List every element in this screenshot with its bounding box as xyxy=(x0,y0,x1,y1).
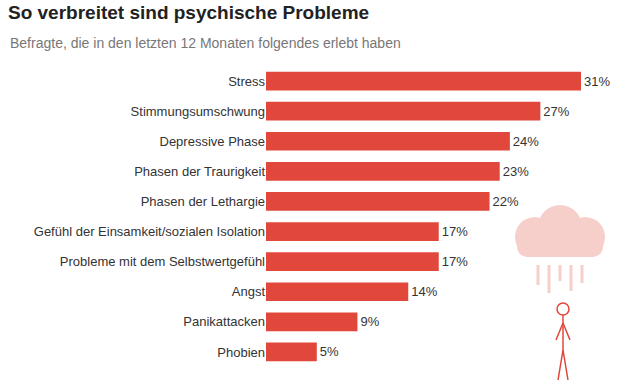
svg-text:17%: 17% xyxy=(442,254,468,269)
svg-text:31%: 31% xyxy=(584,74,610,89)
svg-text:Gefühl der Einsamkeit/sozialen: Gefühl der Einsamkeit/sozialen Isolation xyxy=(34,224,265,239)
svg-text:9%: 9% xyxy=(360,314,379,329)
svg-text:17%: 17% xyxy=(442,224,468,239)
svg-text:14%: 14% xyxy=(411,284,437,299)
svg-text:So verbreitet sind psychische: So verbreitet sind psychische Probleme xyxy=(8,2,369,23)
svg-text:Stress: Stress xyxy=(228,74,265,89)
svg-text:Phasen der Traurigkeit: Phasen der Traurigkeit xyxy=(134,164,265,179)
svg-text:Befragte, die in den letzten 1: Befragte, die in den letzten 12 Monaten … xyxy=(10,35,401,51)
svg-text:Depressive Phase: Depressive Phase xyxy=(160,134,266,149)
svg-text:22%: 22% xyxy=(493,194,519,209)
svg-text:27%: 27% xyxy=(543,104,569,119)
svg-text:Phobien: Phobien xyxy=(217,345,265,360)
svg-text:Phasen der Lethargie: Phasen der Lethargie xyxy=(141,194,265,209)
svg-text:Angst: Angst xyxy=(232,284,266,299)
svg-text:Probleme mit dem Selbstwertgef: Probleme mit dem Selbstwertgefühl xyxy=(60,254,265,269)
svg-text:23%: 23% xyxy=(503,164,529,179)
svg-text:Stimmungsumschwung: Stimmungsumschwung xyxy=(131,104,265,119)
svg-text:5%: 5% xyxy=(320,344,339,359)
svg-text:24%: 24% xyxy=(513,134,539,149)
svg-text:Panikattacken: Panikattacken xyxy=(183,314,265,329)
